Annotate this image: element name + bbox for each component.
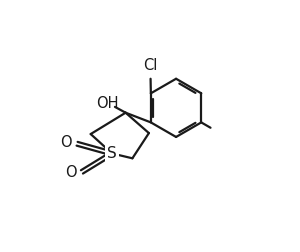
Text: Cl: Cl	[143, 58, 157, 73]
Text: O: O	[61, 135, 72, 150]
Text: O: O	[65, 165, 77, 180]
Text: OH: OH	[96, 96, 118, 111]
Text: S: S	[107, 146, 117, 161]
